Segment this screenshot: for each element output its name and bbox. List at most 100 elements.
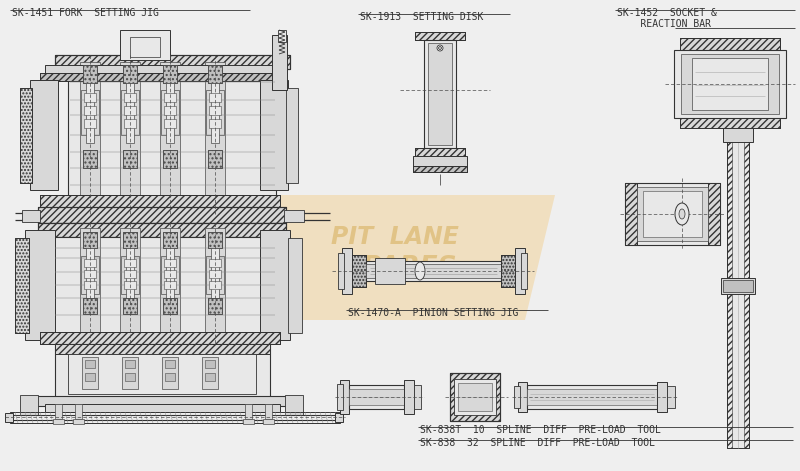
- Bar: [124, 93, 136, 102]
- Text: SK-1913  SETTING DISK: SK-1913 SETTING DISK: [360, 12, 483, 22]
- Bar: [165, 373, 175, 381]
- Bar: [124, 259, 136, 267]
- Bar: [84, 270, 96, 278]
- Bar: [121, 90, 139, 135]
- Bar: [53, 419, 64, 424]
- Bar: [501, 255, 515, 287]
- Bar: [265, 404, 272, 419]
- Bar: [206, 256, 224, 294]
- Bar: [163, 232, 177, 248]
- Bar: [284, 210, 304, 222]
- Bar: [68, 69, 276, 209]
- Bar: [40, 195, 280, 207]
- Bar: [708, 183, 720, 245]
- Bar: [82, 357, 98, 389]
- Bar: [125, 360, 135, 368]
- Bar: [208, 298, 222, 314]
- Bar: [260, 230, 290, 340]
- Bar: [208, 65, 222, 83]
- Bar: [501, 255, 515, 287]
- Bar: [15, 238, 29, 333]
- Bar: [625, 183, 637, 245]
- Bar: [208, 232, 222, 248]
- Bar: [349, 385, 404, 409]
- Bar: [454, 379, 496, 415]
- Bar: [20, 395, 38, 415]
- Bar: [205, 360, 215, 368]
- Bar: [75, 404, 82, 419]
- Bar: [272, 35, 287, 90]
- Bar: [342, 248, 352, 294]
- Text: PIT  LANE: PIT LANE: [331, 225, 459, 249]
- Bar: [708, 183, 720, 245]
- Bar: [123, 298, 137, 314]
- Bar: [414, 385, 421, 409]
- Bar: [38, 207, 286, 223]
- Bar: [20, 88, 32, 183]
- Bar: [35, 396, 290, 406]
- Bar: [164, 270, 176, 278]
- Bar: [83, 65, 97, 83]
- Bar: [22, 210, 40, 222]
- Bar: [657, 382, 667, 412]
- Bar: [404, 380, 414, 414]
- Bar: [81, 90, 99, 135]
- Bar: [122, 357, 138, 389]
- Bar: [243, 419, 254, 424]
- Bar: [208, 150, 222, 168]
- Bar: [518, 382, 527, 412]
- Bar: [450, 373, 500, 421]
- Bar: [349, 389, 404, 405]
- Bar: [450, 373, 500, 421]
- Bar: [166, 248, 174, 298]
- Text: SK-1452  SOCKET &: SK-1452 SOCKET &: [617, 8, 717, 18]
- Bar: [85, 360, 95, 368]
- Bar: [83, 150, 97, 168]
- Bar: [86, 83, 94, 143]
- Bar: [209, 281, 221, 289]
- Bar: [38, 223, 286, 237]
- Bar: [260, 80, 288, 190]
- Bar: [163, 65, 177, 83]
- Bar: [55, 55, 290, 69]
- Bar: [245, 404, 252, 419]
- Bar: [338, 253, 344, 289]
- Bar: [415, 148, 465, 156]
- Bar: [55, 344, 270, 354]
- Bar: [680, 118, 780, 128]
- Bar: [667, 386, 675, 408]
- Bar: [209, 270, 221, 278]
- Bar: [744, 128, 749, 448]
- Bar: [209, 106, 221, 115]
- Bar: [160, 228, 180, 333]
- Bar: [130, 37, 160, 57]
- Bar: [209, 259, 221, 267]
- Bar: [352, 255, 366, 287]
- Bar: [124, 281, 136, 289]
- Bar: [161, 256, 179, 294]
- Bar: [123, 65, 137, 83]
- Bar: [211, 83, 219, 143]
- Bar: [123, 232, 137, 248]
- Text: SK-1451 FORK  SETTING JIG: SK-1451 FORK SETTING JIG: [12, 8, 159, 18]
- Bar: [205, 62, 225, 210]
- Text: SK-838T  10  SPLINE  DIFF  PRE-LOAD  TOOL: SK-838T 10 SPLINE DIFF PRE-LOAD TOOL: [420, 425, 661, 435]
- Bar: [163, 150, 177, 168]
- Bar: [124, 119, 136, 128]
- Bar: [160, 62, 180, 210]
- Bar: [161, 90, 179, 135]
- Bar: [681, 54, 779, 114]
- Bar: [38, 223, 286, 237]
- Bar: [25, 230, 55, 340]
- Bar: [83, 298, 97, 314]
- Bar: [55, 344, 270, 354]
- Bar: [625, 183, 637, 245]
- Bar: [208, 232, 222, 248]
- Bar: [164, 106, 176, 115]
- Bar: [680, 118, 780, 128]
- Polygon shape: [240, 195, 555, 320]
- Bar: [52, 237, 267, 335]
- Circle shape: [437, 45, 443, 51]
- Bar: [424, 40, 456, 148]
- Bar: [278, 30, 286, 42]
